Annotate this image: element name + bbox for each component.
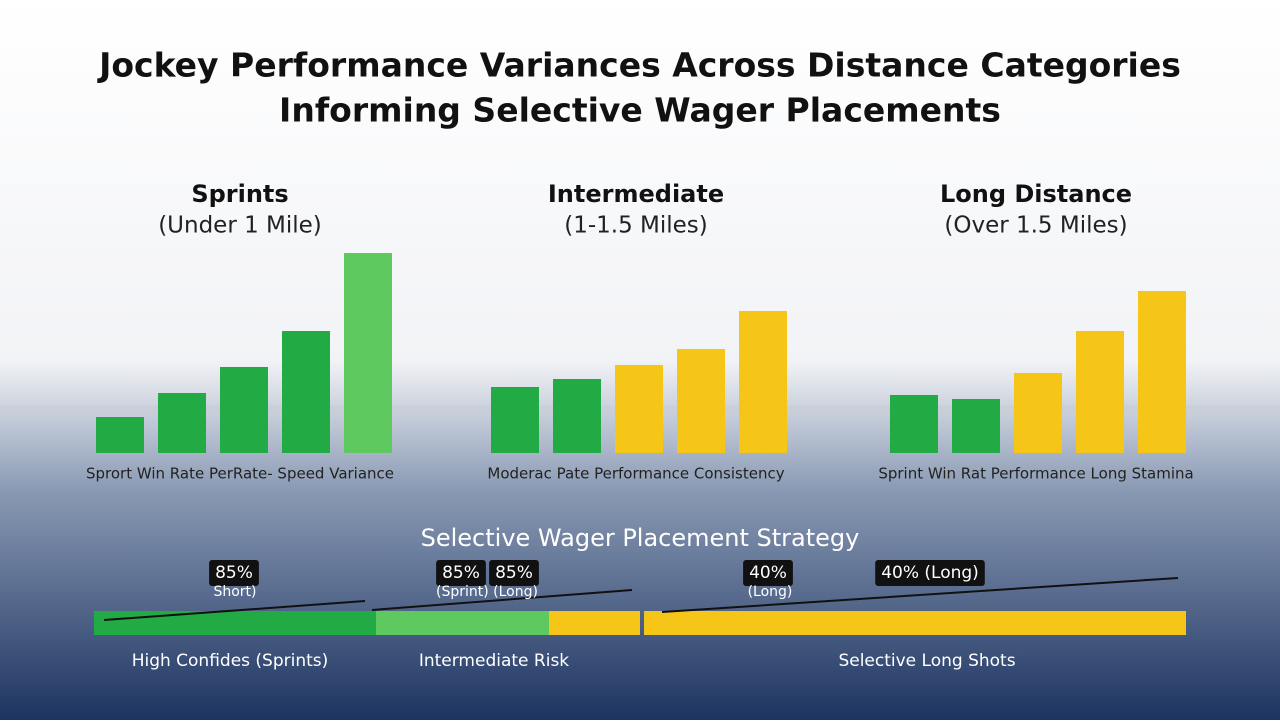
zone-label: Selective Long Shots	[838, 651, 1015, 671]
panel-subtitle: (Over 1.5 Miles)	[944, 213, 1127, 239]
trend-line	[661, 577, 1179, 613]
zone-label: Intermediate Risk	[419, 651, 569, 671]
label-box	[489, 560, 539, 586]
strategy-label: (Sprint) (Long)	[436, 584, 538, 600]
bar	[615, 365, 663, 453]
panel-title: Intermediate	[548, 180, 724, 208]
strategy-labels: 85%Short)85% 85%(Sprint) (Long)40%(Long)4…	[209, 560, 985, 600]
zone-bar	[376, 611, 549, 635]
panel-title: Long Distance	[940, 180, 1132, 208]
strategy-label: Short)	[213, 584, 256, 600]
zone-bar	[644, 611, 1186, 635]
zone-bar	[549, 611, 640, 635]
bar	[344, 253, 392, 453]
strategy-label: 40%	[749, 563, 787, 583]
strategy-label: 40% (Long)	[881, 563, 979, 583]
bar	[491, 387, 539, 453]
bar	[739, 311, 787, 453]
bar	[1138, 291, 1186, 453]
bar	[677, 349, 725, 453]
bar	[1014, 373, 1062, 453]
label-box	[875, 560, 985, 586]
label-box	[743, 560, 793, 586]
label-box	[436, 560, 486, 586]
bar	[282, 331, 330, 453]
strategy-label: 85%	[215, 563, 253, 583]
panel-caption: Sprort Win Rate PerRate- Speed Variance	[86, 465, 394, 483]
title: Informing Selective Wager Placements	[279, 91, 1001, 130]
bar	[158, 393, 206, 453]
trend-line	[371, 589, 633, 611]
panel-title: Sprints	[191, 180, 288, 208]
bar	[96, 417, 144, 453]
zone-bar	[94, 611, 376, 635]
strategy-label: 85%	[442, 563, 480, 583]
bar	[952, 399, 1000, 453]
panel-caption: Moderac Pate Performance Consistency	[487, 465, 784, 483]
bar	[220, 367, 268, 453]
zone-label: High Confides (Sprints)	[132, 651, 329, 671]
strategy-title: Selective Wager Placement Strategy	[421, 524, 860, 552]
strategy-label: 85%	[495, 563, 533, 583]
panel-subtitle: (1-1.5 Miles)	[564, 213, 708, 239]
bar	[553, 379, 601, 453]
strategy-label: (Long)	[748, 584, 793, 600]
bar	[890, 395, 938, 453]
label-box	[209, 560, 259, 586]
trend-line	[103, 600, 366, 621]
panel-caption: Sprint Win Rat Performance Long Stamina	[878, 465, 1193, 483]
panel-subtitle: (Under 1 Mile)	[158, 213, 322, 239]
title: Jockey Performance Variances Across Dist…	[97, 46, 1181, 85]
bar	[1076, 331, 1124, 453]
